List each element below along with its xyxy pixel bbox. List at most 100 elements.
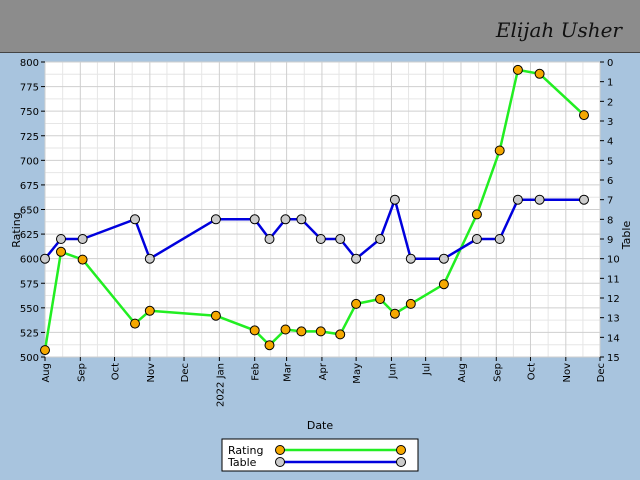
y-tick-label: 800 — [20, 58, 39, 69]
data-point-table — [144, 253, 155, 264]
x-tick-label: Aug — [457, 363, 468, 383]
data-point-table — [494, 234, 505, 244]
x-tick-label: Sep — [492, 363, 503, 382]
data-point-table — [438, 253, 449, 264]
data-point-rating — [351, 298, 362, 309]
y2-tick-label: 4 — [607, 137, 613, 148]
legend-label-table: Table — [227, 456, 257, 469]
x-axis-label: Date — [307, 419, 334, 432]
y-tick-label: 550 — [20, 304, 39, 315]
data-point-rating — [296, 326, 307, 337]
legend: Rating Table — [221, 438, 419, 472]
data-point-table — [296, 214, 307, 225]
data-point-rating — [210, 310, 221, 321]
data-point-rating — [144, 305, 155, 316]
y-tick-label: 775 — [20, 83, 39, 94]
data-point-rating — [438, 279, 449, 290]
data-point-table — [56, 234, 66, 244]
x-tick-label: Feb — [251, 363, 262, 381]
data-point-rating — [494, 145, 505, 156]
y2-tick-label: 14 — [607, 333, 620, 344]
x-tick-label: Sep — [76, 363, 87, 382]
x-tick-label: May — [352, 363, 363, 384]
y-axis-label: Rating — [10, 212, 23, 247]
data-point-rating — [375, 294, 386, 304]
data-point-rating — [335, 329, 346, 340]
y2-tick-label: 8 — [607, 215, 613, 226]
y2-tick-label: 6 — [607, 176, 613, 187]
y2-tick-label: 11 — [607, 274, 620, 285]
y2-tick-label: 15 — [607, 353, 620, 364]
x-axis-ticks: Aug Sep Oct Nov Dec 2022 Jan Feb Mar Apr May Jun Ju… — [41, 357, 607, 407]
legend-marker-rating — [275, 445, 285, 455]
data-point-table — [534, 194, 545, 205]
data-point-table — [315, 234, 326, 244]
data-point-rating — [264, 340, 275, 351]
y2-tick-label: 7 — [607, 196, 613, 207]
y-tick-label: 500 — [20, 353, 39, 364]
x-tick-label: Dec — [596, 363, 607, 382]
x-tick-label: Dec — [180, 363, 191, 382]
legend-marker-table — [396, 457, 406, 467]
y2-tick-label: 10 — [607, 255, 620, 266]
y-tick-label: 525 — [20, 328, 39, 339]
data-point-table — [335, 234, 346, 244]
data-point-table — [249, 214, 260, 225]
x-tick-label: Oct — [526, 363, 537, 380]
series-line-table — [44, 198, 584, 260]
data-point-rating — [534, 68, 545, 79]
data-point-rating — [315, 326, 326, 337]
legend-marker-table — [275, 457, 285, 467]
x-tick-label: Aug — [41, 363, 52, 383]
y2-tick-label: 13 — [607, 314, 620, 325]
data-point-rating — [130, 318, 140, 329]
data-point-table — [351, 253, 362, 264]
y-tick-label: 750 — [20, 107, 39, 118]
legend-box — [221, 438, 419, 472]
data-point-rating — [405, 298, 416, 309]
left-axis-ticks: 500 525 550 575 600 625 650 675 700 725 750 775 800 — [20, 58, 45, 364]
data-point-table — [210, 214, 221, 225]
data-point-rating — [56, 246, 66, 257]
y2-tick-label: 5 — [607, 156, 613, 167]
x-tick-label: Nov — [562, 363, 573, 383]
series-line-rating — [43, 68, 585, 351]
data-point-rating — [40, 345, 50, 356]
data-point-rating — [512, 64, 523, 75]
data-point-table — [579, 194, 589, 205]
y-tick-label: 725 — [20, 132, 39, 143]
data-point-table — [130, 214, 140, 225]
data-point-table — [512, 194, 523, 205]
y2-tick-label: 1 — [607, 78, 613, 89]
header-bar: Elijah Usher — [0, 0, 640, 53]
y2-tick-label: 12 — [607, 294, 620, 305]
y2-tick-label: 2 — [607, 97, 613, 108]
x-tick-label: Jun — [387, 363, 398, 380]
legend-marker-rating — [396, 445, 406, 455]
y-tick-label: 625 — [20, 230, 39, 241]
data-point-rating — [579, 110, 589, 121]
series-layer — [40, 64, 589, 356]
x-tick-label: Oct — [111, 363, 122, 380]
data-point-table — [280, 214, 291, 225]
x-tick-label: Apr — [318, 362, 329, 380]
data-point-table — [405, 253, 416, 264]
data-point-table — [77, 234, 88, 244]
x-tick-label: 2022 Jan — [215, 363, 226, 407]
y2-axis-label: Table — [620, 221, 633, 251]
data-point-rating — [77, 254, 88, 265]
y-tick-label: 675 — [20, 181, 39, 192]
data-point-table — [389, 194, 400, 205]
legend-marks — [275, 445, 406, 467]
x-tick-label: Nov — [146, 363, 157, 383]
data-point-table — [40, 253, 50, 264]
y-tick-label: 600 — [20, 255, 39, 266]
player-name: Elijah Usher — [495, 18, 622, 42]
data-point-rating — [471, 209, 482, 220]
y-tick-label: 575 — [20, 279, 39, 290]
data-point-rating — [389, 308, 400, 319]
x-tick-label: Mar — [283, 362, 294, 382]
data-point-table — [471, 234, 482, 244]
